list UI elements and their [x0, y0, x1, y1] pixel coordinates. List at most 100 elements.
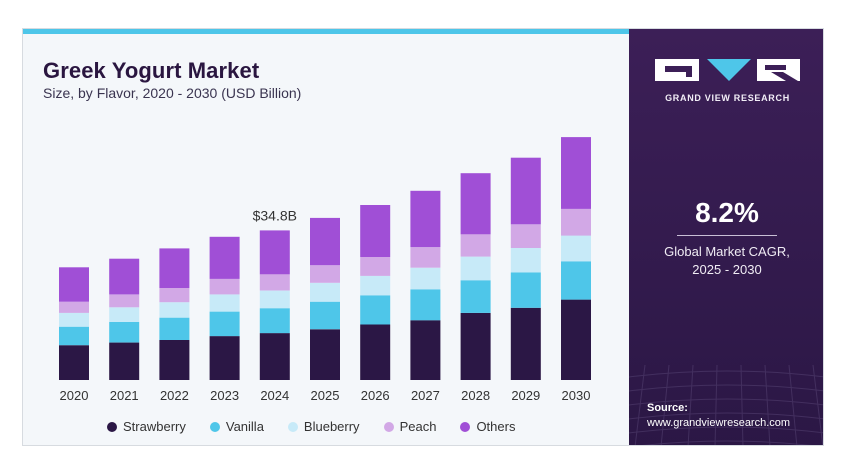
bar-segment-blueberry-2026: [360, 275, 391, 296]
bar-segment-others-2021: [109, 258, 140, 295]
bar-segment-vanilla-2022: [159, 317, 190, 340]
bar-segment-blueberry-2020: [59, 312, 89, 327]
bar-segment-others-2030: [561, 137, 591, 209]
bar-segment-others-2027: [410, 190, 441, 248]
cagr-divider: [677, 235, 777, 236]
bar-segment-vanilla-2026: [360, 295, 391, 325]
top-accent-bar: [23, 29, 629, 34]
x-tick-label-2026: 2026: [361, 388, 390, 403]
chart-title: Greek Yogurt Market: [43, 58, 260, 83]
bar-segment-strawberry-2029: [510, 307, 541, 380]
x-tick-label-2021: 2021: [110, 388, 139, 403]
bar-segment-strawberry-2022: [159, 340, 190, 380]
legend-item-peach: Peach: [383, 419, 437, 434]
bar-total-annotation: $34.8B: [253, 207, 297, 223]
bar-segment-peach-2026: [360, 257, 391, 276]
bar-segment-others-2020: [59, 267, 89, 302]
bar-segment-others-2026: [360, 205, 391, 257]
bar-segment-peach-2025: [310, 265, 340, 283]
bar-segment-vanilla-2024: [259, 308, 290, 334]
bar-segment-peach-2027: [410, 247, 441, 268]
bar-segment-vanilla-2023: [209, 311, 240, 337]
bar-segment-strawberry-2021: [109, 342, 140, 380]
legend-swatch-strawberry: [107, 421, 117, 432]
cagr-value: 8.2%: [695, 197, 759, 228]
bar-segment-peach-2022: [159, 288, 190, 303]
x-tick-label-2022: 2022: [160, 388, 189, 403]
bar-segment-strawberry-2030: [561, 299, 591, 380]
grand-view-research-logo: [655, 59, 800, 81]
legend-label-peach: Peach: [399, 419, 437, 434]
bar-segment-strawberry-2028: [460, 312, 491, 380]
bar-segment-blueberry-2029: [510, 248, 541, 273]
x-tick-label-2027: 2027: [411, 388, 440, 403]
bar-segment-others-2029: [510, 157, 541, 225]
x-tick-label-2024: 2024: [260, 388, 289, 403]
legend-item-blueberry: Blueberry: [287, 419, 360, 434]
bar-segment-vanilla-2020: [59, 326, 89, 346]
x-tick-label-2020: 2020: [60, 388, 89, 403]
bar-segment-peach-2030: [561, 208, 591, 236]
x-tick-label-2029: 2029: [511, 388, 540, 403]
bar-segment-vanilla-2025: [310, 301, 340, 330]
bar-segment-vanilla-2030: [561, 261, 591, 300]
legend-swatch-others: [460, 421, 471, 432]
bar-segment-peach-2029: [510, 224, 541, 248]
chart-panel: Greek Yogurt Market Size, by Flavor, 202…: [23, 34, 629, 445]
bar-segment-blueberry-2022: [159, 302, 190, 318]
bar-segment-blueberry-2021: [109, 307, 140, 322]
legend-item-vanilla: Vanilla: [209, 419, 264, 434]
x-tick-label-2028: 2028: [461, 388, 490, 403]
bar-segment-strawberry-2025: [310, 329, 340, 380]
decorative-grid-pattern: [629, 365, 823, 445]
cagr-label-line-1: Global Market CAGR,: [664, 244, 790, 259]
bar-segment-strawberry-2027: [410, 320, 441, 380]
brand-name: GRAND VIEW RESEARCH: [665, 93, 790, 103]
x-tick-label-2023: 2023: [210, 388, 239, 403]
x-tick-label-2025: 2025: [311, 388, 340, 403]
bar-segment-others-2024: [259, 230, 290, 275]
chart-legend: Strawberry Vanilla Blueberry Peach Others: [107, 419, 515, 434]
source-label: Source:: [647, 402, 688, 414]
cagr-label-line-2: 2025 - 2030: [692, 262, 762, 277]
bar-segment-blueberry-2027: [410, 267, 441, 290]
bar-segment-others-2022: [159, 248, 190, 288]
source-url: www.grandviewresearch.com: [647, 417, 791, 429]
bar-segment-others-2023: [209, 236, 240, 279]
legend-swatch-peach: [383, 421, 394, 432]
legend-item-strawberry: Strawberry: [107, 419, 186, 434]
bar-segment-blueberry-2023: [209, 294, 240, 312]
bar-segment-vanilla-2029: [510, 272, 541, 308]
bar-segment-strawberry-2024: [259, 333, 290, 380]
brand-panel: GRAND VIEW RESEARCH 8.2% Global Market C…: [629, 29, 823, 445]
bar-segment-blueberry-2030: [561, 235, 591, 262]
legend-swatch-vanilla: [209, 421, 220, 432]
bar-segment-strawberry-2020: [59, 345, 89, 380]
bar-segment-others-2025: [310, 217, 340, 266]
bar-segment-others-2028: [460, 173, 491, 235]
stacked-bar-chart: 2020 2021 2022 2023 2024 $34.8B 2025 2026 2027 20…: [59, 137, 591, 403]
market-infographic: Greek Yogurt Market Size, by Flavor, 202…: [22, 28, 824, 446]
bar-segment-strawberry-2026: [360, 324, 391, 380]
bar-segment-vanilla-2027: [410, 289, 441, 321]
legend-label-others: Others: [476, 419, 516, 434]
bar-segment-peach-2023: [209, 278, 240, 295]
source-note: Source: www.grandviewresearch.com: [647, 401, 790, 431]
bar-segment-peach-2021: [109, 294, 140, 308]
bar-segment-peach-2020: [59, 301, 89, 313]
cagr-label: Global Market CAGR, 2025 - 2030: [629, 243, 823, 279]
legend-label-strawberry: Strawberry: [123, 419, 186, 434]
legend-item-others: Others: [460, 419, 515, 434]
bar-segment-vanilla-2028: [460, 280, 491, 313]
x-tick-label-2030: 2030: [562, 388, 591, 403]
bar-segment-peach-2024: [259, 274, 290, 291]
bar-segment-strawberry-2023: [209, 336, 240, 380]
bar-segment-blueberry-2024: [259, 290, 290, 309]
bar-segment-vanilla-2021: [109, 321, 140, 343]
bar-segment-blueberry-2025: [310, 282, 340, 302]
bar-segment-peach-2028: [460, 234, 491, 257]
legend-label-blueberry: Blueberry: [303, 419, 360, 434]
legend-swatch-blueberry: [287, 421, 298, 432]
bar-segment-blueberry-2028: [460, 256, 491, 281]
legend-label-vanilla: Vanilla: [225, 419, 264, 434]
